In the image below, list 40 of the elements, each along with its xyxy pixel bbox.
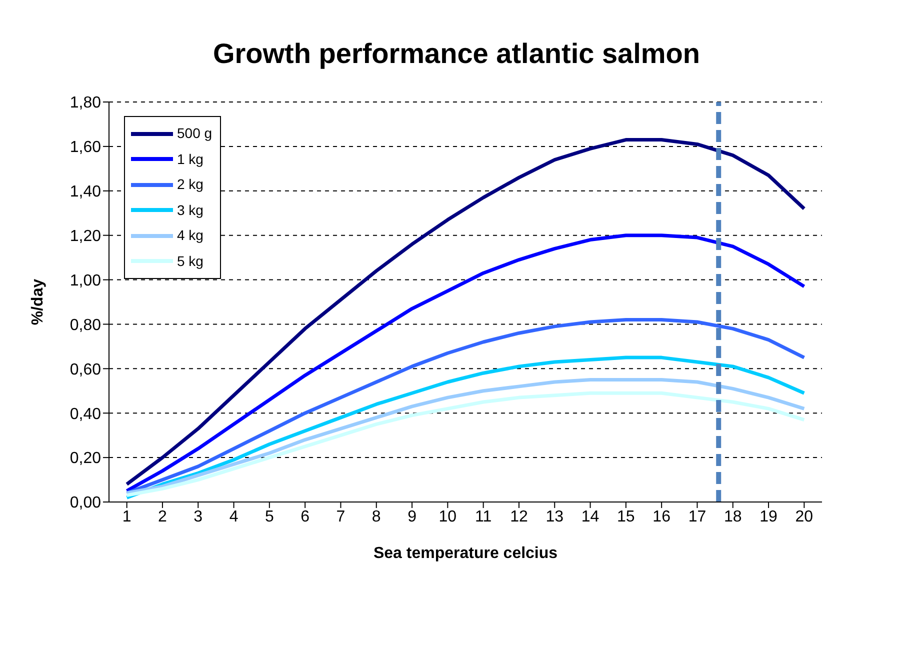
- x-tick-label: 16: [652, 508, 671, 526]
- y-tick-label: 1,80: [70, 94, 102, 112]
- x-tick-label: 12: [510, 508, 528, 526]
- legend-label: 4 kg: [177, 226, 204, 245]
- x-tick-label: 11: [475, 508, 492, 526]
- legend-label: 5 kg: [177, 252, 204, 271]
- legend-label: 2 kg: [177, 175, 204, 194]
- y-tick-label: 1,60: [70, 139, 102, 156]
- x-tick-label: 1: [122, 508, 132, 526]
- x-tick-label: 19: [760, 508, 778, 526]
- line-series: [125, 356, 806, 500]
- x-tick-label: 4: [229, 508, 238, 526]
- x-tick-label: 13: [546, 508, 564, 526]
- x-tick-label: 18: [724, 508, 742, 526]
- legend-label: 3 kg: [177, 200, 204, 220]
- x-tick-label: 3: [194, 508, 203, 526]
- y-tick-label: 0,80: [70, 316, 102, 334]
- x-tick-label: 5: [264, 508, 274, 526]
- y-axis-title: %/day: [30, 278, 47, 326]
- chart-title: Growth performance atlantic salmon: [212, 38, 701, 70]
- x-tick-label: 8: [372, 508, 381, 526]
- y-tick-label: 0,20: [70, 450, 102, 468]
- y-tick-label: 1,20: [70, 228, 102, 246]
- legend-label: 1 kg: [177, 150, 204, 169]
- x-tick-label: 9: [408, 508, 417, 526]
- x-tick-label: 10: [438, 508, 457, 526]
- x-tick-label: 20: [795, 508, 814, 526]
- x-tick-label: 6: [300, 508, 310, 526]
- x-tick-label: 17: [688, 508, 706, 526]
- y-tick-label: 1,40: [70, 184, 102, 201]
- x-tick-label: 7: [336, 508, 346, 526]
- x-axis-title: Sea temperature celcius: [373, 545, 558, 562]
- x-tick-label: 2: [158, 508, 168, 526]
- legend-label: 500 g: [177, 124, 212, 143]
- y-tick-label: 0,40: [70, 406, 102, 423]
- y-tick-label: 0,00: [70, 494, 102, 512]
- x-tick-label: 15: [617, 508, 635, 526]
- y-tick-label: 1,00: [70, 272, 102, 290]
- x-tick-label: 14: [581, 508, 600, 526]
- y-tick-label: 0,60: [70, 361, 102, 378]
